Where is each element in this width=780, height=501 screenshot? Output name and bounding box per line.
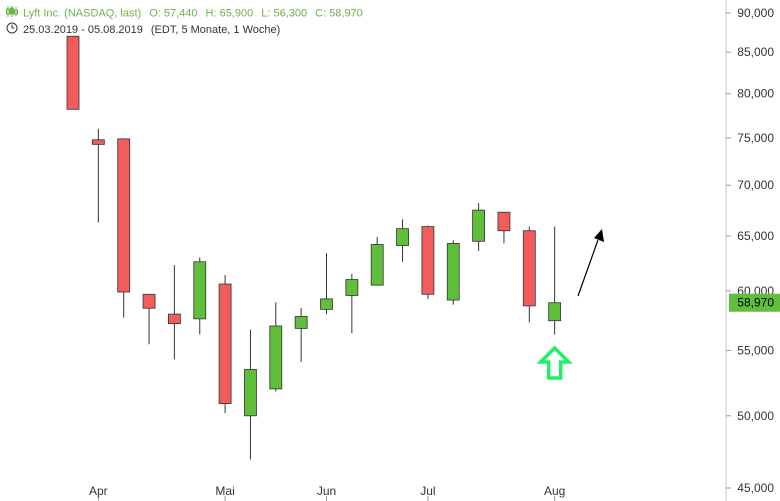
candle-body (167, 313, 181, 325)
candle (472, 203, 486, 251)
candle (294, 308, 308, 362)
info-line-period: 25.03.2019 - 05.08.2019 (EDT, 5 Monate, 1… (6, 22, 280, 38)
candle-body (244, 369, 257, 417)
high-label: H: 65,900 (205, 7, 254, 20)
up-arrow-icon (536, 345, 573, 380)
y-tick-label: 80,000 (737, 87, 774, 101)
y-tick-label: 90,000 (737, 6, 774, 20)
x-tick-label: Apr (89, 484, 108, 498)
period-label: (EDT, 5 Monate, 1 Woche) (150, 23, 281, 36)
x-tick-label: Jul (420, 484, 435, 498)
candle-body (370, 244, 384, 286)
info-line-symbol: Lyft Inc. (NASDAQ, last) O: 57,440 H: 65,9… (6, 6, 363, 21)
x-tick-label: Mai (215, 484, 234, 498)
trend-arrow-icon (594, 229, 604, 242)
y-tick-label: 45,000 (737, 481, 774, 495)
symbol-label: Lyft Inc. (NASDAQ, last) (23, 7, 142, 20)
candle-body (472, 209, 486, 242)
clock-icon (6, 22, 20, 38)
candle (320, 253, 333, 315)
candle (522, 226, 536, 323)
candle (548, 226, 562, 335)
y-tick-label: 70,000 (737, 178, 774, 192)
candle (370, 237, 384, 286)
candle (269, 302, 283, 392)
candlestick-icon (6, 6, 20, 21)
candle (244, 329, 257, 460)
x-tick-label: Jun (317, 484, 336, 498)
candle (421, 225, 435, 299)
candle-body (269, 325, 283, 390)
candle (117, 138, 131, 318)
candle (193, 257, 207, 335)
candle (218, 275, 232, 414)
candle-body (218, 283, 232, 404)
last-price-badge (729, 293, 780, 312)
y-tick-label: 55,000 (737, 343, 774, 357)
y-tick-label: 65,000 (737, 229, 774, 243)
y-tick-label: 75,000 (737, 131, 774, 145)
candle-body (193, 261, 207, 320)
candle-body (548, 302, 562, 322)
candle-body (522, 230, 536, 307)
candle-body (396, 228, 409, 246)
x-tick-label: Aug (544, 484, 565, 498)
open-label: O: 57,440 (149, 7, 198, 20)
y-tick-label: 85,000 (737, 45, 774, 59)
close-label: C: 58,970 (315, 7, 363, 20)
candle-body (117, 138, 131, 293)
candle-body (497, 211, 511, 232)
candle-body (66, 35, 80, 110)
last-price-label: 58,970 (737, 296, 774, 310)
date-range: 25.03.2019 - 05.08.2019 (23, 23, 143, 36)
candle (345, 273, 359, 334)
candle (396, 219, 409, 262)
candle (66, 35, 80, 110)
candle-body (294, 316, 308, 329)
candle-body (345, 279, 359, 296)
trend-arrow-line (577, 239, 599, 297)
candle (91, 128, 105, 223)
candle-body (421, 226, 435, 295)
candle (142, 293, 156, 345)
candle-body (446, 243, 460, 301)
candle-body (320, 298, 333, 310)
y-tick-label: 50,000 (737, 409, 774, 423)
candle-body (91, 139, 105, 145)
candle-body (142, 293, 156, 309)
candle (167, 265, 181, 360)
candle (497, 211, 511, 244)
candle (446, 240, 460, 305)
low-label: L: 56,300 (261, 7, 308, 20)
